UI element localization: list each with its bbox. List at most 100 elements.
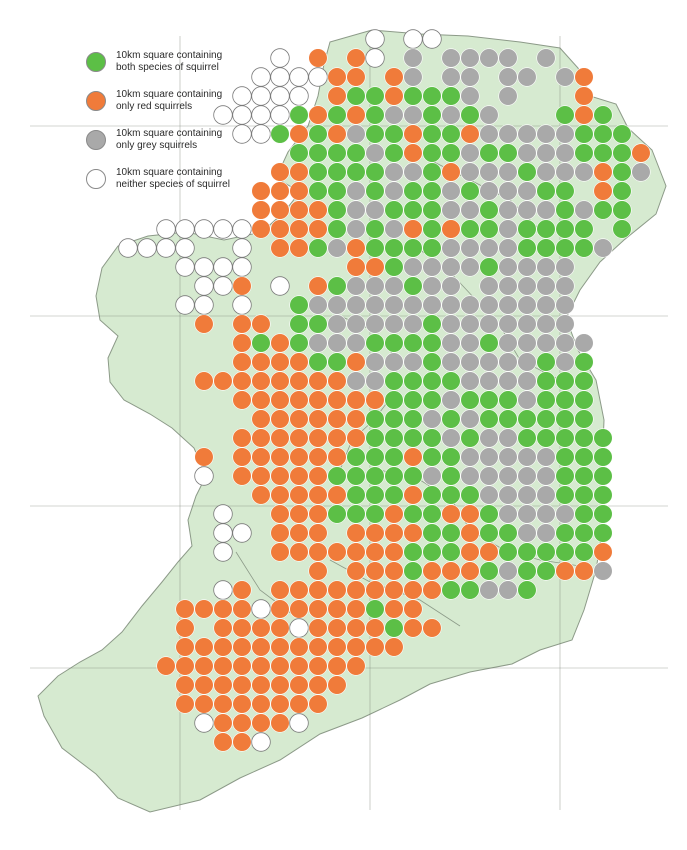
grid-square-grey	[346, 276, 366, 296]
grid-square-both	[479, 143, 499, 163]
grid-square-both	[498, 542, 518, 562]
grid-square-red	[365, 390, 385, 410]
grid-square-none	[175, 238, 195, 258]
grid-square-red	[156, 656, 176, 676]
grid-square-red	[346, 428, 366, 448]
legend-label-both: 10km square containing both species of s…	[116, 50, 223, 73]
grid-square-both	[612, 143, 632, 163]
grid-square-grey	[327, 314, 347, 334]
grid-square-red	[384, 542, 404, 562]
grid-square-red	[308, 219, 328, 239]
grid-square-red	[251, 181, 271, 201]
grid-square-grey	[498, 466, 518, 486]
grid-square-both	[574, 466, 594, 486]
grid-square-both	[593, 200, 613, 220]
grid-square-both	[365, 485, 385, 505]
grid-square-both	[536, 219, 556, 239]
grid-square-red	[289, 238, 309, 258]
grid-square-red	[593, 542, 613, 562]
grid-square-grey	[498, 428, 518, 448]
grid-square-both	[384, 238, 404, 258]
grid-square-red	[308, 390, 328, 410]
grid-square-grey	[441, 390, 461, 410]
grid-square-none	[422, 29, 442, 49]
grid-square-both	[403, 200, 423, 220]
legend-item-both: 10km square containing both species of s…	[86, 50, 326, 88]
grid-square-red	[308, 485, 328, 505]
grid-square-grey	[441, 428, 461, 448]
grid-square-grey	[536, 295, 556, 315]
grid-square-both	[479, 409, 499, 429]
grid-square-both	[384, 447, 404, 467]
grid-square-red	[270, 485, 290, 505]
grid-square-red	[251, 428, 271, 448]
grid-square-both	[346, 143, 366, 163]
grid-square-both	[555, 447, 575, 467]
grid-square-grey	[460, 447, 480, 467]
grid-square-both	[460, 390, 480, 410]
grid-square-both	[365, 409, 385, 429]
grid-square-both	[536, 428, 556, 448]
grid-square-none	[213, 542, 233, 562]
grid-square-both	[308, 143, 328, 163]
grid-square-red	[213, 713, 233, 733]
grid-square-both	[422, 352, 442, 372]
grid-square-grey	[498, 257, 518, 277]
grid-square-red	[270, 599, 290, 619]
legend-swatch-none	[86, 169, 106, 189]
grid-square-red	[327, 675, 347, 695]
grid-square-grey	[479, 352, 499, 372]
grid-square-grey	[384, 181, 404, 201]
grid-square-both	[327, 181, 347, 201]
grid-square-both	[346, 447, 366, 467]
grid-square-red	[308, 105, 328, 125]
grid-square-grey	[479, 181, 499, 201]
grid-square-red	[289, 219, 309, 239]
grid-square-red	[175, 656, 195, 676]
grid-square-grey	[536, 162, 556, 182]
grid-square-both	[555, 542, 575, 562]
grid-square-grey	[346, 333, 366, 353]
grid-square-red	[289, 656, 309, 676]
grid-square-both	[346, 485, 366, 505]
grid-square-red	[308, 675, 328, 695]
grid-square-markers	[118, 29, 651, 752]
grid-square-both	[422, 333, 442, 353]
grid-square-both	[327, 143, 347, 163]
grid-square-grey	[479, 295, 499, 315]
grid-square-grey	[327, 295, 347, 315]
grid-square-grey	[308, 333, 328, 353]
grid-square-red	[403, 599, 423, 619]
grid-square-grey	[517, 200, 537, 220]
grid-square-none	[194, 713, 214, 733]
grid-square-red	[251, 694, 271, 714]
grid-square-grey	[460, 257, 480, 277]
grid-square-red	[251, 314, 271, 334]
grid-square-grey	[536, 48, 556, 68]
grid-square-both	[555, 409, 575, 429]
grid-square-none	[251, 67, 271, 87]
grid-square-both	[403, 238, 423, 258]
grid-square-grey	[479, 485, 499, 505]
grid-square-red	[232, 314, 252, 334]
grid-square-grey	[498, 295, 518, 315]
grid-square-red	[441, 162, 461, 182]
grid-square-both	[441, 580, 461, 600]
grid-square-red	[194, 447, 214, 467]
grid-square-red	[365, 637, 385, 657]
grid-square-grey	[403, 314, 423, 334]
grid-square-red	[460, 542, 480, 562]
grid-square-grey	[403, 48, 423, 68]
grid-square-none	[251, 599, 271, 619]
grid-square-red	[346, 580, 366, 600]
grid-square-grey	[536, 333, 556, 353]
grid-square-both	[327, 352, 347, 372]
grid-square-both	[460, 219, 480, 239]
grid-square-grey	[422, 409, 442, 429]
grid-square-red	[631, 143, 651, 163]
grid-square-red	[270, 656, 290, 676]
legend-label-grey: 10km square containing only grey squirre…	[116, 128, 223, 151]
grid-square-both	[593, 447, 613, 467]
grid-square-both	[517, 428, 537, 448]
grid-square-both	[422, 485, 442, 505]
